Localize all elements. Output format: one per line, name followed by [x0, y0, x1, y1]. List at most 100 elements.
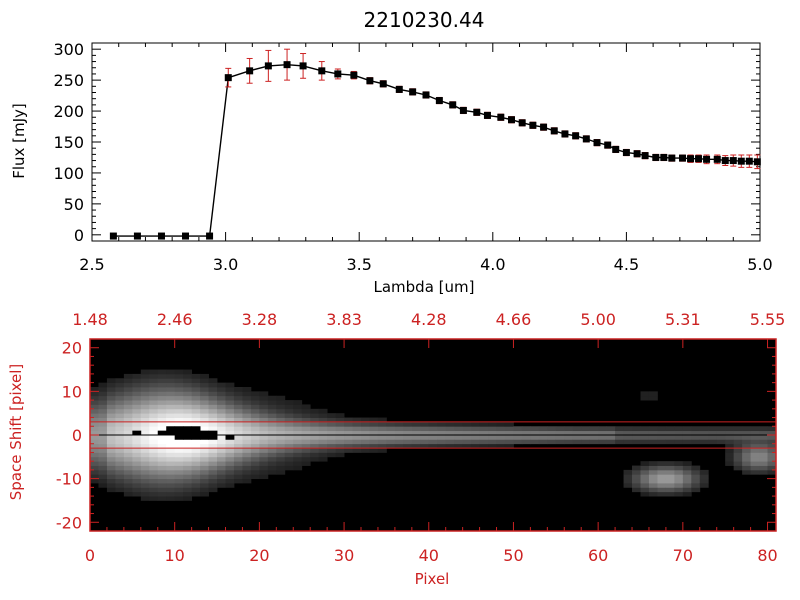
image-pixel [123, 487, 133, 493]
saturated-pixel [208, 435, 218, 440]
image-pixel [555, 439, 565, 445]
image-pixel [267, 430, 277, 436]
image-pixel [191, 443, 201, 449]
image-pixel [90, 430, 99, 436]
image-pixel [140, 400, 150, 405]
image-pixel [132, 443, 142, 449]
image-pixel [589, 439, 599, 445]
image-pixel [530, 439, 540, 445]
image-pixel [208, 417, 218, 423]
image-pixel [123, 430, 133, 436]
image-pixel [200, 452, 209, 458]
image-pixel [420, 421, 430, 427]
image-pixel [106, 417, 116, 423]
image-pixel [310, 413, 320, 418]
image-pixel [90, 452, 99, 458]
image-pixel [90, 456, 99, 462]
flux-point [449, 101, 457, 109]
saturated-pixel [191, 435, 201, 440]
image-pixel [454, 426, 464, 432]
image-pixel [403, 443, 413, 449]
flux-point [713, 155, 721, 163]
image-pixel [742, 430, 751, 436]
image-pixel [479, 421, 489, 427]
image-pixel [149, 483, 159, 488]
image-pixel [335, 452, 345, 458]
image-pixel [344, 443, 353, 449]
image-pixel [327, 413, 337, 418]
image-pixel [640, 426, 650, 432]
image-pixel [132, 426, 142, 432]
image-pixel [479, 439, 489, 445]
image-pixel [123, 426, 133, 432]
image-pixel [361, 426, 370, 432]
image-pixel [217, 417, 226, 423]
image-pixel [733, 430, 743, 436]
image-pixel [267, 443, 277, 449]
image-pixel [123, 391, 133, 397]
top-wavelength-tick-labels: 1.48 2.46 3.28 3.83 4.28 4.66 5.00 5.31 5.55 [72, 310, 785, 329]
image-pixel [200, 391, 209, 397]
image-pixel [90, 448, 99, 453]
image-pixel [166, 373, 176, 379]
image-pixel [115, 474, 125, 480]
image-pixel [682, 426, 692, 432]
image-pixel [242, 387, 252, 392]
image-pixel [538, 439, 548, 445]
image-pixel [361, 417, 370, 423]
image-pixel [174, 439, 184, 445]
image-pixel [242, 417, 252, 423]
image-pixel [318, 443, 328, 449]
image-pixel [293, 421, 303, 427]
image-pixel [191, 439, 201, 445]
image-pixel [115, 408, 125, 414]
image-pixel [581, 439, 591, 445]
image-pixel [259, 448, 269, 453]
image-pixel [149, 461, 159, 466]
image-pixel [708, 439, 718, 445]
top-wavelength-label: 5.00 [580, 310, 616, 329]
image-pixel [572, 435, 582, 440]
flux-point [182, 232, 190, 240]
image-pixel [242, 452, 252, 458]
image-pixel [140, 421, 150, 427]
image-pixel [708, 435, 718, 440]
image-pixel [665, 439, 675, 445]
image-pixel [166, 408, 176, 414]
image-pixel [301, 404, 311, 410]
image-pixel [183, 478, 193, 484]
image-pixel [361, 421, 370, 427]
image-pixel [225, 483, 235, 488]
image-pixel [259, 391, 269, 397]
image-pixel [90, 421, 99, 427]
image-pixel [504, 430, 514, 436]
image-pixel [140, 474, 150, 480]
image-pixel [123, 395, 133, 401]
saturated-pixel [166, 430, 176, 436]
image-pixel [217, 435, 226, 440]
image-pixel [106, 391, 116, 397]
image-pixel [521, 439, 531, 445]
image-pixel [242, 430, 252, 436]
image-pixel [106, 461, 116, 466]
flux-point [593, 139, 601, 147]
flux-point [473, 108, 481, 116]
image-pixel [716, 435, 726, 440]
image-pixel [242, 435, 252, 440]
flux-point [299, 62, 307, 70]
space-shift-tick-labels: -20 -10 0 10 20 [56, 339, 82, 533]
image-pixel [276, 448, 286, 453]
image-pixel [310, 421, 320, 427]
image-pixel [598, 435, 608, 440]
image-pixel [157, 413, 167, 418]
flux-point [679, 154, 687, 162]
image-pixel [623, 469, 633, 475]
image-pixel [259, 421, 269, 427]
image-pixel [90, 387, 99, 392]
image-pixel [445, 426, 455, 432]
image-pixel [284, 413, 294, 418]
image-pixel [301, 435, 311, 440]
image-pixel [98, 443, 108, 449]
image-pixel [140, 404, 150, 410]
image-pixel [208, 474, 218, 480]
